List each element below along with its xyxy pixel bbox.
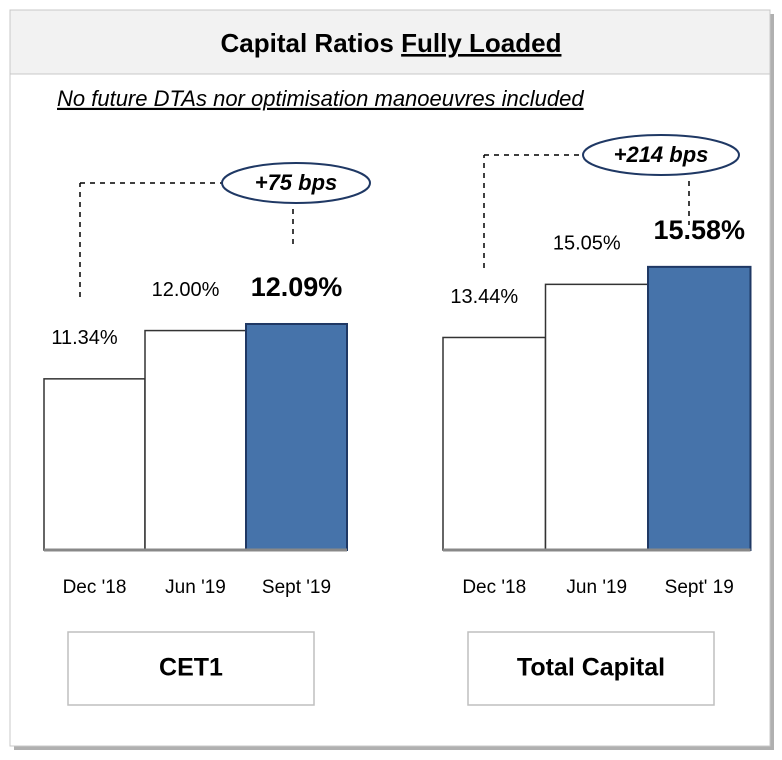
x-tick-label: Jun '19 bbox=[165, 577, 226, 598]
x-tick-label: Jun '19 bbox=[566, 577, 627, 598]
value-label: 13.44% bbox=[450, 286, 518, 308]
label-box bbox=[467, 631, 715, 706]
bar bbox=[647, 265, 752, 551]
value-label: 11.34% bbox=[51, 327, 118, 349]
value-label: 15.05% bbox=[553, 233, 621, 255]
subtitle: No future DTAs nor optimisation manoeuvr… bbox=[57, 86, 584, 111]
title-band bbox=[9, 9, 771, 75]
value-label-bold: 15.58% bbox=[653, 215, 745, 245]
label-box bbox=[67, 631, 315, 706]
bar bbox=[144, 329, 247, 551]
chart-label: CET1 bbox=[159, 654, 223, 682]
x-tick-label: Sept '19 bbox=[262, 577, 331, 598]
value-label-bold: 12.09% bbox=[251, 272, 343, 302]
annotation-bubble bbox=[221, 162, 371, 204]
title-emphasis: Fully Loaded bbox=[401, 28, 561, 58]
x-tick-label: Dec '18 bbox=[462, 577, 526, 598]
x-tick-label: Dec '18 bbox=[63, 577, 127, 598]
bar bbox=[43, 378, 146, 551]
bar bbox=[245, 322, 348, 552]
title-text: Capital Ratios bbox=[221, 28, 394, 58]
bar bbox=[544, 283, 649, 551]
annotation: +75 bps bbox=[255, 170, 338, 195]
bar bbox=[442, 336, 547, 551]
title: Capital Ratios Fully Loaded bbox=[221, 28, 562, 58]
chart-label: Total Capital bbox=[517, 654, 665, 682]
annotation-bubble bbox=[582, 134, 740, 176]
annotation: +214 bps bbox=[614, 142, 709, 167]
value-label: 12.00% bbox=[152, 279, 220, 301]
x-tick-label: Sept' 19 bbox=[665, 577, 734, 598]
